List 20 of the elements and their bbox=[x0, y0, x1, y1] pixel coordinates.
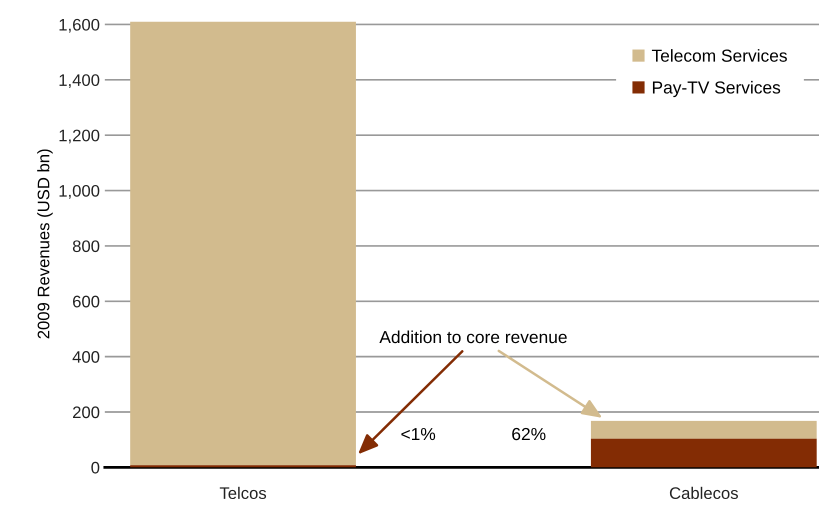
y-tick-label: 800 bbox=[72, 240, 100, 252]
x-tick-label: Cablecos bbox=[670, 486, 738, 500]
annotation: Addition to core revenue bbox=[379, 330, 567, 344]
y-tick-label: 0 bbox=[91, 462, 100, 474]
y-tick-label: 1,000 bbox=[60, 184, 100, 199]
legend-label: Pay-TV Services bbox=[652, 80, 780, 98]
y-tick-label: 1,200 bbox=[60, 130, 100, 144]
y-tick-label: 600 bbox=[73, 296, 100, 308]
y-tick-label: 200 bbox=[73, 406, 100, 418]
y-tick-label: 400 bbox=[72, 351, 100, 363]
bar bbox=[590, 438, 817, 468]
annotation: <1% bbox=[401, 428, 436, 440]
annotation: 62% bbox=[512, 428, 546, 440]
bar bbox=[130, 22, 356, 466]
y-tick-label: 1,400 bbox=[60, 74, 100, 88]
x-tick-label: Telcos bbox=[220, 486, 266, 500]
legend-label: Telecom Services bbox=[652, 49, 787, 62]
y-axis-title: 2009 Revenues (USD bn) bbox=[37, 149, 53, 338]
bar bbox=[590, 420, 817, 439]
y-tick-label: 1,600 bbox=[60, 18, 100, 33]
